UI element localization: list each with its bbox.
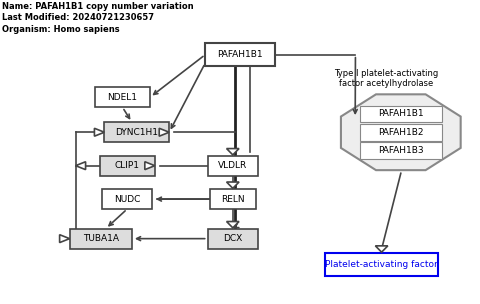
FancyBboxPatch shape: [360, 142, 442, 159]
FancyBboxPatch shape: [360, 124, 442, 140]
FancyBboxPatch shape: [70, 229, 132, 249]
Text: NUDC: NUDC: [114, 195, 140, 204]
Polygon shape: [75, 162, 85, 170]
FancyBboxPatch shape: [100, 156, 155, 176]
Polygon shape: [227, 182, 239, 188]
FancyBboxPatch shape: [104, 123, 169, 142]
Text: Type I platelet-activating
factor acetylhydrolase: Type I platelet-activating factor acetyl…: [334, 69, 439, 88]
Polygon shape: [95, 128, 104, 136]
FancyBboxPatch shape: [207, 156, 258, 176]
Text: CLIP1: CLIP1: [115, 161, 140, 170]
FancyBboxPatch shape: [205, 43, 275, 66]
FancyBboxPatch shape: [95, 87, 150, 107]
Text: TUBA1A: TUBA1A: [83, 234, 119, 243]
Polygon shape: [341, 94, 461, 170]
Text: Organism: Homo sapiens: Organism: Homo sapiens: [2, 25, 120, 34]
Text: PAFAH1B3: PAFAH1B3: [378, 146, 424, 155]
Text: RELN: RELN: [221, 195, 245, 204]
Text: Last Modified: 20240721230657: Last Modified: 20240721230657: [2, 13, 155, 22]
Polygon shape: [145, 162, 155, 170]
FancyBboxPatch shape: [325, 253, 438, 276]
Text: NDEL1: NDEL1: [108, 93, 137, 102]
Text: DYNC1H1: DYNC1H1: [115, 128, 158, 137]
Text: PAFAH1B1: PAFAH1B1: [217, 50, 263, 59]
Text: Platelet-activating factor: Platelet-activating factor: [325, 260, 438, 269]
Text: PAFAH1B1: PAFAH1B1: [378, 109, 424, 119]
Polygon shape: [159, 128, 169, 136]
Text: VLDLR: VLDLR: [218, 161, 247, 170]
Polygon shape: [375, 246, 388, 252]
Text: DCX: DCX: [223, 234, 242, 243]
FancyBboxPatch shape: [210, 189, 255, 209]
FancyBboxPatch shape: [360, 106, 442, 122]
Polygon shape: [227, 149, 239, 155]
Polygon shape: [60, 235, 70, 243]
FancyBboxPatch shape: [102, 189, 153, 209]
Polygon shape: [227, 222, 239, 228]
Text: PAFAH1B2: PAFAH1B2: [378, 128, 423, 137]
FancyBboxPatch shape: [207, 229, 258, 249]
Text: Name: PAFAH1B1 copy number variation: Name: PAFAH1B1 copy number variation: [2, 2, 194, 11]
